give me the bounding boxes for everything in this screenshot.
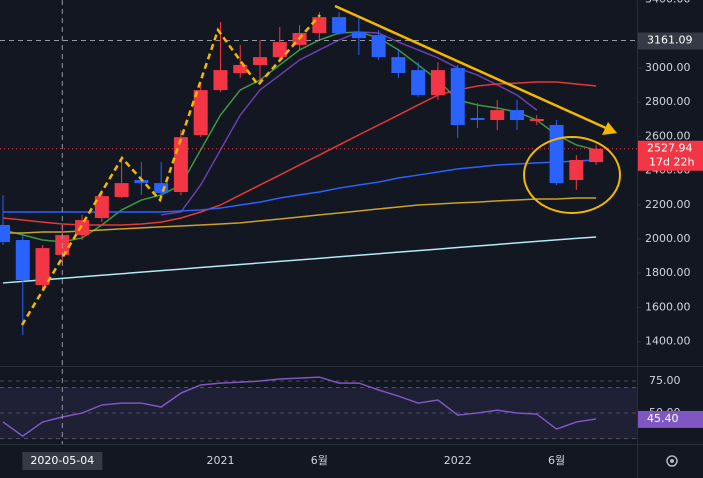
- moving-average: [3, 197, 597, 234]
- candle-body: [15, 240, 30, 281]
- candle-body: [569, 160, 584, 181]
- candle-body: [0, 224, 10, 243]
- candle-body: [114, 183, 129, 197]
- candle-body: [233, 64, 248, 73]
- rsi-last-label: 45.40: [647, 412, 679, 425]
- moving-average: [2, 81, 597, 226]
- x-tick-label: 6월: [311, 454, 328, 467]
- crosshair-time-box: [22, 452, 103, 470]
- x-tick-label: 2021: [206, 454, 234, 467]
- gear-center: [670, 459, 674, 463]
- x-tick-label: 6월: [548, 454, 565, 467]
- candle-body: [213, 70, 228, 91]
- x-tick-label: 2022: [444, 454, 472, 467]
- drawings: [20, 4, 621, 326]
- y-tick-label: 2800.00: [645, 95, 691, 108]
- zigzag-drawing: [20, 14, 321, 326]
- candle-body: [391, 57, 406, 73]
- candle-body: [430, 70, 445, 96]
- rsi-band: [0, 387, 637, 439]
- candle-body: [253, 57, 268, 65]
- candle-body: [589, 148, 604, 163]
- arrow-head: [602, 122, 617, 135]
- y-tick-label: 3000.00: [645, 61, 691, 74]
- y-tick-label: 2600.00: [645, 129, 691, 142]
- last-price-label-countdown: 17d 22h: [649, 156, 694, 169]
- candle-body: [351, 31, 366, 39]
- rsi-last-label-box: [638, 410, 703, 428]
- y-tick-label: 1800.00: [645, 266, 691, 279]
- rsi-pane: [0, 376, 637, 440]
- candle-body: [193, 90, 208, 136]
- last-price-label-box: [638, 140, 703, 171]
- candle-body: [490, 110, 505, 121]
- crosshair-price-label: 3161.09: [647, 34, 693, 47]
- trend-line: [334, 4, 607, 130]
- y-tick-label: 2000.00: [645, 232, 691, 245]
- crosshair-price-label-box: [638, 32, 703, 50]
- candle-body: [450, 68, 465, 125]
- candle-body: [94, 196, 109, 218]
- settings-icon[interactable]: [666, 455, 678, 467]
- candle-body: [173, 137, 188, 192]
- last-price-label: 2527.94: [647, 142, 693, 155]
- candle-body: [134, 180, 149, 184]
- candle-body: [371, 35, 386, 58]
- candle-body: [529, 118, 544, 122]
- candle-body: [510, 110, 525, 121]
- candle-body: [154, 183, 169, 194]
- candle-body: [272, 42, 287, 58]
- candle-body: [549, 124, 564, 184]
- y-tick-label: 1400.00: [645, 335, 691, 348]
- y-tick-label: 2200.00: [645, 198, 691, 211]
- candle-body: [470, 117, 485, 121]
- ellipse-drawing: [523, 136, 621, 214]
- x-tick-label: 2020-05-04: [30, 454, 94, 467]
- candle-body: [411, 70, 426, 96]
- candle-body: [332, 17, 347, 33]
- moving-average: [2, 236, 597, 284]
- moving-average: [161, 31, 538, 216]
- rsi-line: [2, 376, 597, 438]
- gear[interactable]: [666, 455, 678, 467]
- y-tick-label: 1600.00: [645, 300, 691, 313]
- candle-body: [75, 220, 90, 236]
- rsi-tick-label: 75.00: [649, 374, 681, 387]
- y-tick-label: 3400.00: [645, 0, 691, 6]
- candle-body: [35, 248, 50, 285]
